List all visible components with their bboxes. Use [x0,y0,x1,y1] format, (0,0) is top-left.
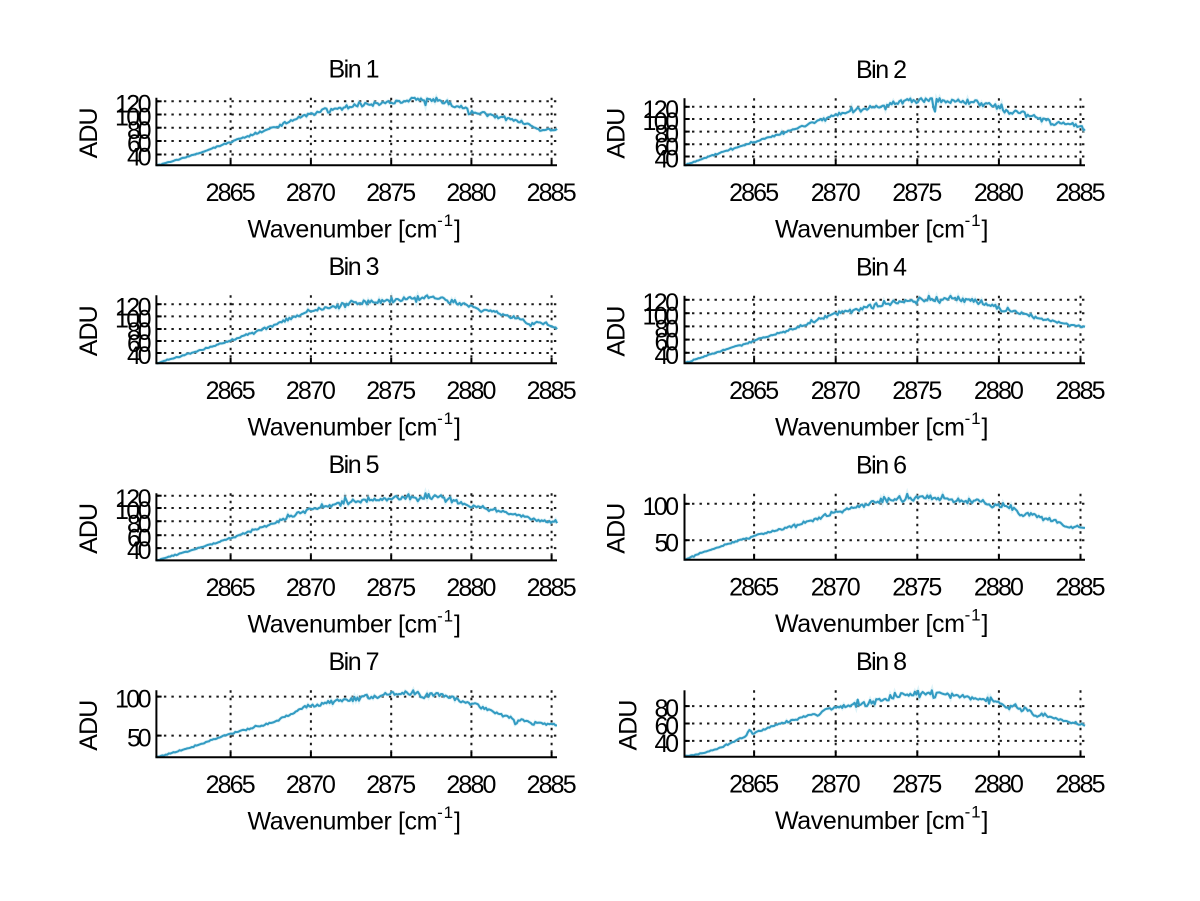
svg-text:2880: 2880 [974,574,1024,602]
svg-text:2875: 2875 [892,574,942,602]
svg-text:2880: 2880 [974,771,1024,799]
svg-text:2875: 2875 [892,179,942,207]
svg-text:2880: 2880 [446,179,496,207]
svg-text:ADU: ADU [75,503,103,554]
svg-text:100: 100 [115,686,152,714]
svg-text:Wavenumber [cm-1]: Wavenumber [cm-1] [248,409,461,441]
svg-text:2885: 2885 [1056,574,1106,602]
svg-text:80: 80 [127,510,152,538]
svg-text:50: 50 [655,529,680,557]
svg-text:40: 40 [127,342,152,370]
svg-text:2865: 2865 [729,574,779,602]
svg-text:Bin 6: Bin 6 [856,452,907,480]
svg-text:Bin 2: Bin 2 [856,56,907,84]
svg-text:2875: 2875 [366,574,416,602]
svg-text:2875: 2875 [366,179,416,207]
svg-text:2865: 2865 [206,574,256,602]
svg-text:2875: 2875 [892,771,942,799]
svg-text:2870: 2870 [811,771,861,799]
svg-text:100: 100 [115,306,152,334]
svg-text:100: 100 [643,302,680,330]
svg-text:2885: 2885 [527,179,577,207]
svg-text:80: 80 [127,117,152,145]
svg-text:40: 40 [655,146,680,174]
svg-text:2885: 2885 [1056,179,1106,207]
svg-text:2870: 2870 [811,574,861,602]
svg-text:Bin 7: Bin 7 [329,648,380,676]
svg-text:ADU: ADU [75,700,103,751]
svg-text:2885: 2885 [527,574,577,602]
svg-text:2870: 2870 [286,771,336,799]
svg-text:2865: 2865 [206,771,256,799]
svg-text:80: 80 [655,695,680,723]
svg-text:120: 120 [115,485,152,513]
svg-text:Bin 1: Bin 1 [329,56,380,84]
svg-text:2870: 2870 [286,574,336,602]
svg-text:60: 60 [655,133,680,161]
svg-text:2880: 2880 [446,771,496,799]
svg-text:100: 100 [643,108,680,136]
svg-text:ADU: ADU [603,503,631,554]
svg-text:100: 100 [643,493,680,521]
svg-text:60: 60 [127,330,152,358]
svg-text:120: 120 [115,293,152,321]
svg-text:2885: 2885 [1056,377,1106,405]
svg-text:Wavenumber [cm-1]: Wavenumber [cm-1] [775,606,988,638]
svg-text:2880: 2880 [974,377,1024,405]
svg-text:Wavenumber [cm-1]: Wavenumber [cm-1] [248,606,461,638]
svg-text:2880: 2880 [446,377,496,405]
svg-text:40: 40 [127,144,152,172]
svg-text:2880: 2880 [446,574,496,602]
svg-text:100: 100 [115,497,152,525]
svg-text:ADU: ADU [75,305,103,356]
svg-text:2870: 2870 [286,179,336,207]
svg-text:120: 120 [643,96,680,124]
svg-text:2885: 2885 [1056,771,1106,799]
svg-text:2865: 2865 [206,377,256,405]
svg-text:2885: 2885 [527,377,577,405]
svg-text:60: 60 [127,524,152,552]
svg-text:2865: 2865 [729,771,779,799]
svg-text:40: 40 [655,730,680,758]
svg-text:ADU: ADU [615,700,643,751]
svg-text:2885: 2885 [527,771,577,799]
svg-text:2870: 2870 [811,179,861,207]
svg-text:2880: 2880 [974,179,1024,207]
svg-text:60: 60 [655,713,680,741]
svg-text:Wavenumber [cm-1]: Wavenumber [cm-1] [775,211,988,243]
svg-text:2865: 2865 [206,179,256,207]
svg-text:2865: 2865 [729,377,779,405]
svg-text:ADU: ADU [75,107,103,158]
svg-text:2875: 2875 [366,377,416,405]
svg-text:80: 80 [655,121,680,149]
svg-text:ADU: ADU [603,306,631,357]
svg-text:80: 80 [127,318,152,346]
svg-text:Wavenumber [cm-1]: Wavenumber [cm-1] [775,409,988,441]
svg-text:40: 40 [127,537,152,565]
svg-text:40: 40 [655,342,680,370]
svg-text:Wavenumber [cm-1]: Wavenumber [cm-1] [775,803,988,835]
svg-text:60: 60 [655,329,680,357]
svg-text:Bin 5: Bin 5 [329,451,380,479]
svg-text:120: 120 [643,289,680,317]
svg-text:Wavenumber [cm-1]: Wavenumber [cm-1] [248,211,461,243]
svg-text:2870: 2870 [286,377,336,405]
svg-text:60: 60 [127,130,152,158]
svg-text:Bin 4: Bin 4 [856,254,907,282]
svg-text:100: 100 [115,104,152,132]
svg-text:2875: 2875 [366,771,416,799]
svg-text:ADU: ADU [603,108,631,159]
svg-text:2875: 2875 [892,377,942,405]
svg-text:2865: 2865 [729,179,779,207]
svg-text:Bin 8: Bin 8 [856,648,907,676]
svg-text:Bin 3: Bin 3 [329,253,380,281]
svg-text:Wavenumber [cm-1]: Wavenumber [cm-1] [248,803,461,835]
svg-text:120: 120 [115,90,152,118]
svg-text:50: 50 [127,725,152,753]
svg-text:2870: 2870 [811,377,861,405]
svg-text:80: 80 [655,316,680,344]
